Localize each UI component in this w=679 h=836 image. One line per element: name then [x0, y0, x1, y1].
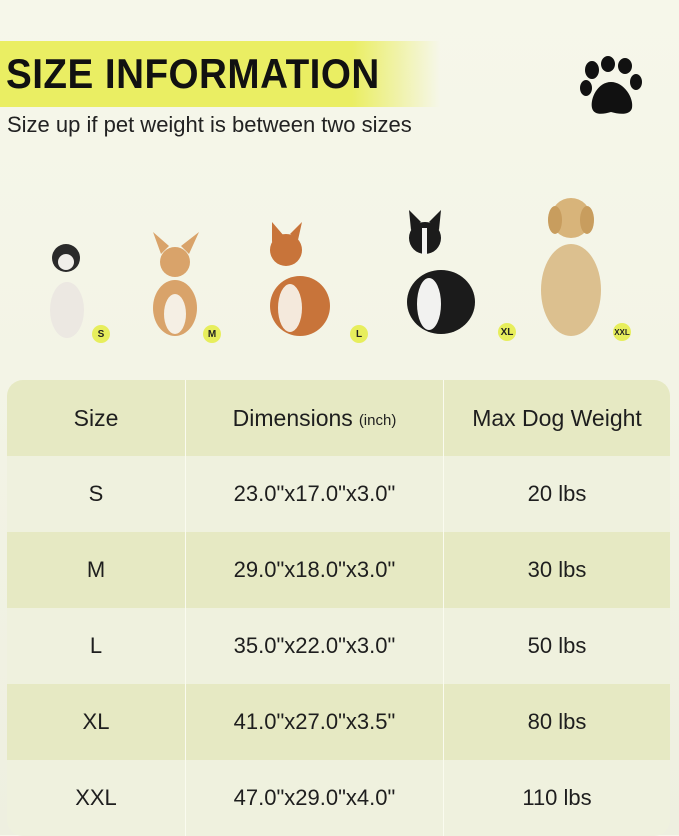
cell-size: XXL: [7, 760, 186, 836]
table-row: M 29.0"x18.0"x3.0" 30 lbs: [7, 532, 670, 608]
size-badge-s: S: [92, 325, 110, 343]
size-badge-l: L: [350, 325, 368, 343]
dog-l-image: [270, 222, 330, 336]
table-row: S 23.0"x17.0"x3.0" 20 lbs: [7, 456, 670, 532]
cell-weight: 110 lbs: [522, 785, 592, 810]
header-size: Size: [7, 380, 186, 456]
cell-weight: 30 lbs: [527, 557, 587, 582]
cell-dimensions: 23.0"x17.0"x3.0": [186, 456, 444, 532]
page-title: SIZE INFORMATION: [6, 50, 380, 97]
cell-dimensions: 47.0"x29.0"x4.0": [186, 760, 444, 836]
subtitle: Size up if pet weight is between two siz…: [7, 112, 412, 137]
cell-dimensions: 41.0"x27.0"x3.5": [186, 684, 444, 760]
dog-s-image: [50, 244, 84, 338]
header-dimensions: Dimensions (inch): [186, 380, 444, 456]
cell-size: M: [7, 532, 186, 608]
paw-icon: [580, 56, 642, 114]
size-badge-m: M: [203, 325, 221, 343]
table-header-row: Size Dimensions (inch) Max Dog Weight: [7, 380, 670, 456]
size-badge-xl: XL: [498, 323, 516, 341]
title-banner: [0, 41, 440, 107]
header-dimensions-unit: (inch): [358, 411, 397, 429]
cell-size: XL: [7, 684, 186, 760]
header-weight: Max Dog Weight: [472, 404, 642, 431]
cell-dimensions: 35.0"x22.0"x3.0": [186, 608, 444, 684]
table-row: L 35.0"x22.0"x3.0" 50 lbs: [7, 608, 670, 684]
table-row: XL 41.0"x27.0"x3.5" 80 lbs: [7, 684, 670, 760]
size-badge-xxl: XXL: [613, 323, 631, 341]
size-table: Size Dimensions (inch) Max Dog Weight S 2…: [7, 380, 670, 836]
cell-weight: 50 lbs: [527, 633, 587, 658]
table-row: XXL 47.0"x29.0"x4.0" 110 lbs: [7, 760, 670, 836]
header-dimensions-label: Dimensions: [232, 404, 353, 431]
dog-m-image: [153, 232, 199, 336]
dog-xl-image: [407, 210, 475, 334]
cell-weight: 20 lbs: [527, 481, 587, 506]
dog-xxl-image: [541, 198, 601, 336]
cell-weight: 80 lbs: [527, 709, 587, 734]
cell-size: L: [7, 608, 186, 684]
cell-size: S: [7, 456, 186, 532]
cell-dimensions: 29.0"x18.0"x3.0": [186, 532, 444, 608]
dog-size-illustration: S M L XL XXL: [0, 190, 679, 360]
